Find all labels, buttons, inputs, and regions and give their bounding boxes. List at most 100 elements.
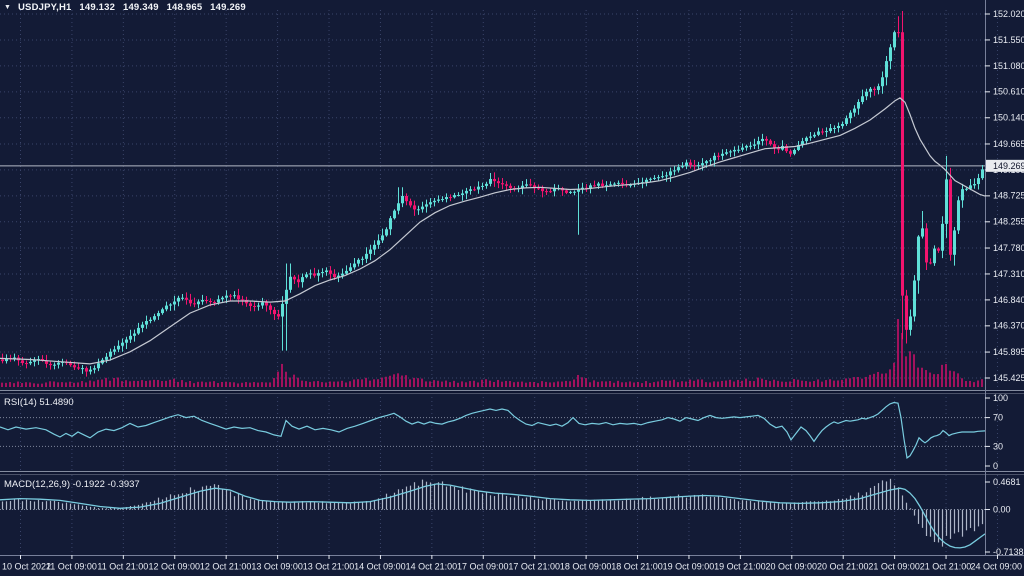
price-tick-label: 150.610 <box>993 87 1024 97</box>
candle-body <box>893 32 896 48</box>
candle-body <box>553 188 556 192</box>
candle-body <box>921 228 924 237</box>
volume-bar <box>797 379 799 387</box>
volume-bar <box>309 381 311 387</box>
candle-body <box>569 191 572 193</box>
candle-body <box>245 299 248 304</box>
candle-body <box>313 273 316 276</box>
candle-body <box>301 277 304 283</box>
candle-body <box>573 191 576 193</box>
volume-bar <box>841 379 843 387</box>
candle-body <box>653 177 656 179</box>
volume-bar <box>893 362 895 387</box>
volume-bar <box>801 380 803 387</box>
volume-bar <box>45 382 47 387</box>
candle-body <box>145 321 148 325</box>
volume-bar <box>29 382 31 387</box>
candle-body <box>593 185 596 187</box>
candle-body <box>73 365 76 368</box>
candle-body <box>929 262 932 264</box>
volume-bar <box>253 382 255 387</box>
volume-bar <box>141 380 143 387</box>
candle-body <box>813 134 816 137</box>
candle-body <box>821 131 824 133</box>
volume-bar <box>417 378 419 387</box>
price-tick-label: 150.140 <box>993 113 1024 123</box>
candle-body <box>741 147 744 150</box>
volume-bar <box>981 379 983 387</box>
volume-bar <box>293 374 295 387</box>
volume-bar <box>725 380 727 387</box>
volume-bar <box>469 381 471 387</box>
candle-body <box>853 108 856 113</box>
candle-body <box>357 259 360 264</box>
volume-bar <box>933 374 935 387</box>
volume-bar <box>129 381 131 387</box>
volume-bar <box>441 381 443 387</box>
volume-bar <box>33 383 35 387</box>
candle-body <box>381 235 384 241</box>
candle-body <box>157 313 160 317</box>
candle-body <box>97 363 100 369</box>
candle-body <box>857 101 860 109</box>
candle-body <box>361 258 364 260</box>
candle-body <box>773 144 776 149</box>
volume-bar <box>165 380 167 387</box>
candle-body <box>297 279 300 283</box>
volume-bar <box>805 381 807 387</box>
volume-bar <box>269 382 271 387</box>
volume-bar <box>125 380 127 387</box>
volume-bar <box>865 376 867 387</box>
volume-bar <box>37 383 39 387</box>
volume-bar <box>365 377 367 387</box>
candle-body <box>973 184 976 186</box>
volume-bar <box>217 383 219 387</box>
volume-bar <box>413 377 415 387</box>
time-tick-label: 14 Oct 09:00 <box>354 561 406 571</box>
volume-bar <box>949 370 951 387</box>
candle-body <box>389 218 392 230</box>
volume-bar <box>521 381 523 387</box>
candle-body <box>385 229 388 236</box>
volume-bar <box>877 371 879 387</box>
volume-bar <box>405 375 407 387</box>
candle-body <box>457 195 460 197</box>
volume-bar <box>321 382 323 387</box>
volume-bar <box>25 382 27 387</box>
candle-body <box>465 190 468 194</box>
candle-body <box>269 305 272 310</box>
candle-body <box>341 273 344 276</box>
candle-body <box>733 149 736 152</box>
candle-body <box>605 185 608 187</box>
candle-body <box>869 88 872 92</box>
volume-bar <box>109 380 111 387</box>
volume-bar <box>17 381 19 387</box>
candle-body <box>709 160 712 162</box>
volume-bar <box>901 332 903 387</box>
candle-body <box>417 209 420 211</box>
collapse-arrow-icon[interactable]: ▼ <box>4 4 12 11</box>
time-tick-label: 10 Oct 2022 <box>2 561 51 571</box>
volume-bar <box>5 382 7 387</box>
volume-bar <box>369 380 371 387</box>
candle-body <box>497 181 500 184</box>
volume-bar <box>337 381 339 387</box>
volume-bar <box>625 382 627 387</box>
candle-body <box>329 270 332 274</box>
volume-bar <box>153 379 155 387</box>
volume-bar <box>477 382 479 387</box>
candle-body <box>201 299 204 302</box>
candle-body <box>829 128 832 132</box>
volume-bar <box>193 383 195 387</box>
candle-body <box>545 191 548 193</box>
candle-body <box>181 297 184 299</box>
price-tick-label: 151.080 <box>993 61 1024 71</box>
volume-bar <box>333 381 335 387</box>
symbol-ohlc-readout: ▼ USDJPY,H1 149.132 149.349 148.965 149.… <box>4 2 251 13</box>
candle-body <box>461 193 464 196</box>
candle-body <box>353 263 356 268</box>
volume-bar <box>897 319 899 387</box>
volume-bar <box>617 380 619 387</box>
price-tick-label: 146.840 <box>993 295 1024 305</box>
